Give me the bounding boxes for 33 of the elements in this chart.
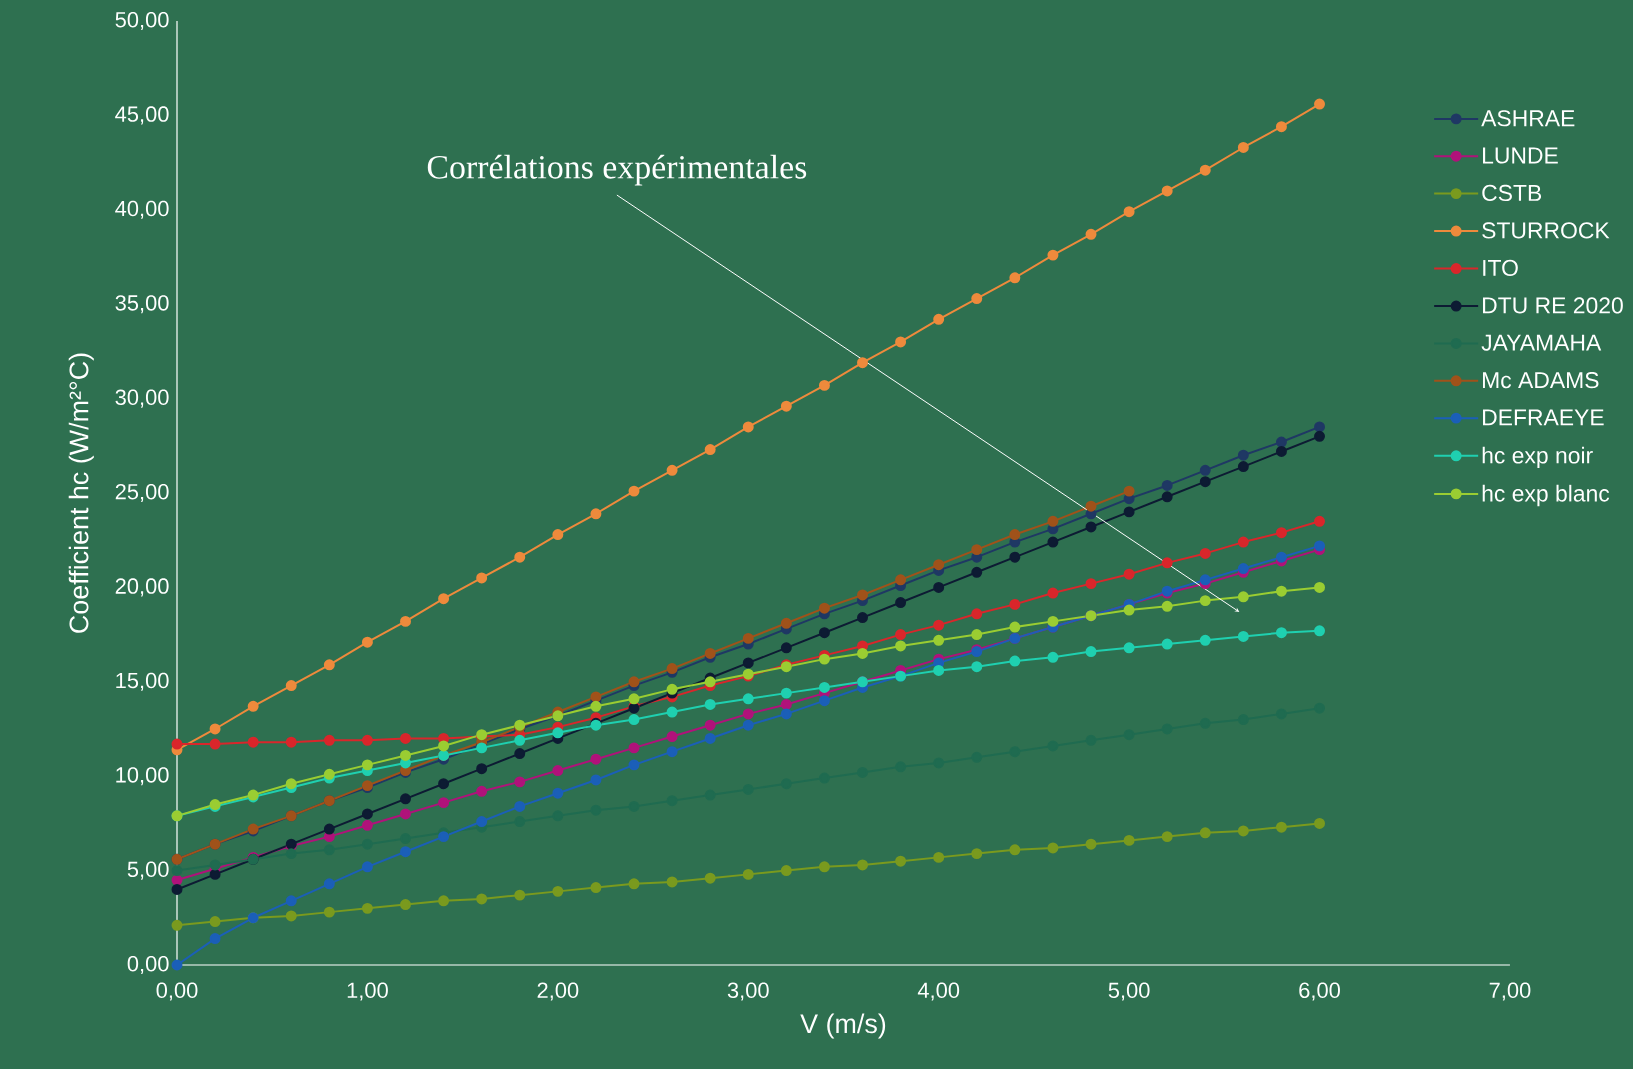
legend-label: DTU RE 2020: [1483, 297, 1623, 314]
y-tick-label: 25,00: [115, 483, 169, 503]
legend-label: CSTB: [1482, 184, 1542, 202]
legend-label: ITO: [1483, 259, 1518, 277]
y-tick-label: 40,00: [115, 200, 169, 219]
y-tick-label: 35,00: [115, 295, 169, 314]
x-axis-title: V (m/s): [800, 1013, 886, 1039]
x-tick-label: 1,00: [347, 982, 388, 1001]
legend-label: hc exp noir: [1482, 446, 1593, 469]
legend-label: JAYAMAHA: [1481, 334, 1602, 351]
y-tick-label: 45,00: [115, 106, 169, 125]
legend-label: Mc ADAMS: [1483, 372, 1599, 389]
y-tick-label: 5,00: [127, 861, 169, 880]
y-tick-label: 30,00: [115, 389, 169, 408]
x-tick-label: 5,00: [1108, 982, 1150, 1001]
x-tick-label: 0,00: [156, 982, 198, 1001]
legend-label: ASHRAE: [1481, 110, 1575, 127]
legend-label: DEFRAEYE: [1483, 409, 1604, 426]
y-tick-label: 15,00: [116, 672, 169, 691]
annotation: Corrélations expérimentales: [427, 154, 807, 186]
y-tick-label: 0,00: [127, 955, 169, 975]
legend-label: hc exp blanc: [1482, 484, 1610, 507]
x-tick-label: 7,00: [1489, 982, 1531, 1001]
y-axis-title: Coefficient hc (W/m²°C): [68, 353, 94, 633]
x-tick-label: 6,00: [1299, 982, 1340, 1001]
legend-label: STURROCK: [1482, 222, 1610, 239]
y-tick-label: 50,00: [115, 11, 169, 31]
y-tick-label: 10,00: [116, 767, 169, 786]
legend-label: LUNDE: [1483, 147, 1558, 164]
x-tick-label: 4,00: [917, 982, 960, 1001]
x-tick-label: 2,00: [537, 982, 579, 1001]
x-tick-label: 3,00: [727, 982, 769, 1001]
y-tick-label: 20,00: [115, 578, 169, 597]
